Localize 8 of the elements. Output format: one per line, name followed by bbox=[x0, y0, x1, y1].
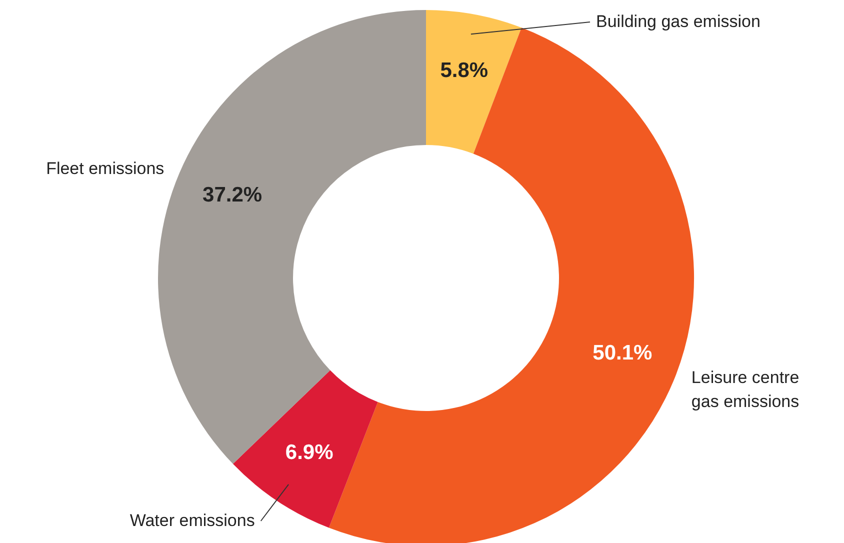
data-label: 37.2% bbox=[202, 184, 262, 207]
slice-label: Water emissions bbox=[130, 511, 255, 530]
slice-label: Building gas emission bbox=[596, 12, 760, 31]
slice-label: Fleet emissions bbox=[46, 159, 164, 178]
data-label: 50.1% bbox=[592, 342, 653, 365]
data-label: 6.9% bbox=[285, 441, 334, 464]
data-label: 5.8% bbox=[440, 58, 488, 82]
slice-label: Leisure centre gas emissions bbox=[691, 368, 800, 411]
